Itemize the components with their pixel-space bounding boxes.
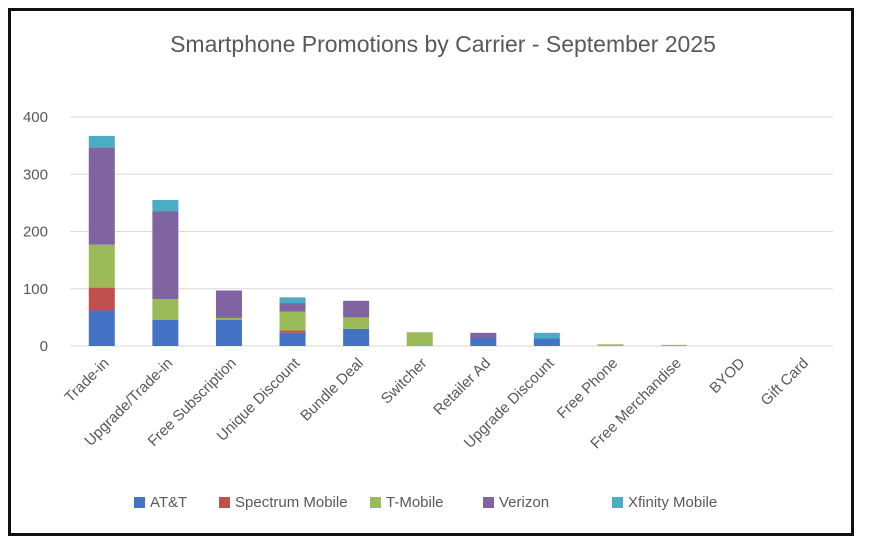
bar-segment bbox=[88, 147, 115, 245]
gridlines bbox=[70, 116, 833, 347]
bar-segment bbox=[215, 290, 242, 318]
legend-item: T-Mobile bbox=[370, 494, 444, 511]
legend-label: Xfinity Mobile bbox=[628, 494, 717, 511]
bar-segment bbox=[88, 310, 115, 346]
y-tick-label: 100 bbox=[23, 281, 48, 298]
legend-swatch bbox=[370, 497, 381, 508]
legend-label: Spectrum Mobile bbox=[235, 494, 348, 511]
bar-segment bbox=[533, 338, 560, 346]
bar-segment bbox=[152, 319, 179, 346]
legend-item: Xfinity Mobile bbox=[612, 494, 717, 511]
bar-segment bbox=[343, 328, 370, 346]
x-category-label: Retailer Ad bbox=[430, 355, 494, 419]
legend-swatch bbox=[483, 497, 494, 508]
bars bbox=[88, 135, 688, 346]
bar-segment bbox=[343, 300, 370, 318]
x-category-label: BYOD bbox=[706, 355, 748, 397]
bar-segment bbox=[279, 332, 306, 346]
bar-segment bbox=[343, 317, 370, 329]
y-tick-label: 300 bbox=[23, 166, 48, 183]
bar-segment bbox=[470, 332, 497, 338]
legend-swatch bbox=[219, 497, 230, 508]
x-category-label: Free Phone bbox=[554, 355, 621, 422]
bar-segment bbox=[470, 337, 497, 346]
legend-swatch bbox=[134, 497, 145, 508]
y-axis-ticks: 0 100 200 300 400 bbox=[23, 109, 48, 355]
y-tick-label: 0 bbox=[40, 338, 48, 355]
legend: AT&T Spectrum Mobile T-Mobile Verizon Xfinit… bbox=[134, 494, 717, 511]
bar-segment bbox=[88, 135, 115, 148]
legend-label: Verizon bbox=[499, 494, 549, 511]
legend-item: Verizon bbox=[483, 494, 549, 511]
y-tick-label: 400 bbox=[23, 109, 48, 126]
x-category-label: Switcher bbox=[378, 355, 431, 408]
bar-segment bbox=[279, 303, 306, 312]
bar-segment bbox=[215, 319, 242, 346]
bar-segment bbox=[279, 297, 306, 304]
bar-segment bbox=[279, 330, 306, 333]
bar-segment bbox=[406, 332, 433, 346]
bar-segment bbox=[215, 317, 242, 320]
bar-segment bbox=[88, 244, 115, 288]
legend-label: AT&T bbox=[150, 494, 187, 511]
x-category-label: Trade-in bbox=[61, 355, 112, 406]
bar-segment bbox=[279, 311, 306, 331]
bar-segment bbox=[152, 211, 179, 300]
x-category-label: Gift Card bbox=[758, 355, 812, 409]
bar-segment bbox=[152, 200, 179, 212]
legend-label: T-Mobile bbox=[386, 494, 444, 511]
bar-segment bbox=[661, 344, 688, 346]
bar-segment bbox=[597, 344, 624, 346]
chart-frame bbox=[8, 8, 854, 536]
bar-segment bbox=[533, 332, 560, 339]
x-category-label: Bundle Deal bbox=[297, 355, 367, 425]
legend-item: AT&T bbox=[134, 494, 187, 511]
legend-swatch bbox=[612, 497, 623, 508]
bar-segment bbox=[88, 287, 115, 311]
legend-item: Spectrum Mobile bbox=[219, 494, 348, 511]
chart-title: Smartphone Promotions by Carrier - Septe… bbox=[170, 31, 716, 57]
y-tick-label: 200 bbox=[23, 224, 48, 241]
bar-segment bbox=[152, 299, 179, 320]
